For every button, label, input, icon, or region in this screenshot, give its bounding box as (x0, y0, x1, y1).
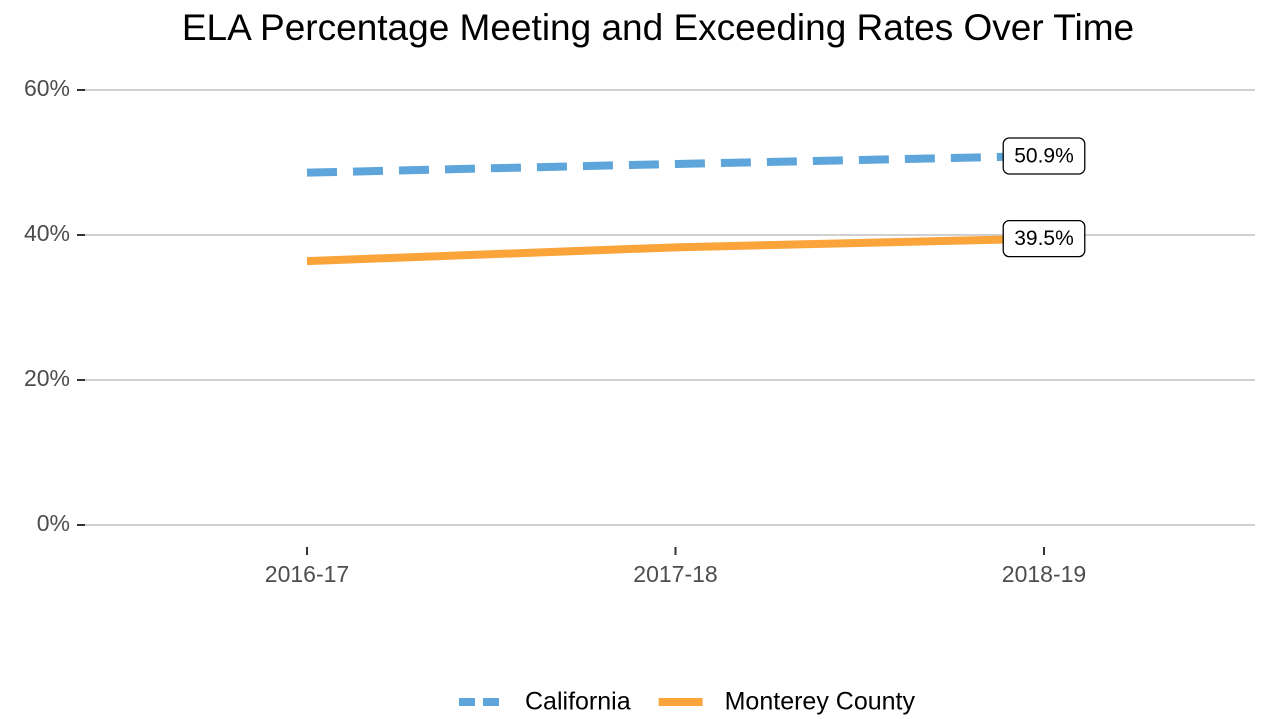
series-line (306, 234, 1045, 266)
value-label-box (1002, 137, 1086, 175)
series-line (306, 151, 1045, 177)
x-tick-label: 2017-18 (633, 561, 717, 587)
chart-title: ELA Percentage Meeting and Exceeding Rat… (182, 7, 1134, 48)
value-label: 50.9% (1014, 145, 1074, 168)
y-tick-label: 60% (24, 75, 70, 101)
y-tick-label: 20% (24, 365, 70, 391)
value-label: 39.5% (1014, 227, 1074, 250)
legend-text: Monterey County (725, 688, 916, 716)
y-tick-label: 0% (37, 510, 70, 536)
y-tick-label: 40% (24, 220, 70, 246)
x-tick-label: 2018-19 (1002, 561, 1086, 587)
x-tick-label: 2016-17 (265, 561, 349, 587)
legend-text: California (525, 688, 631, 716)
value-label-box (1002, 219, 1086, 258)
